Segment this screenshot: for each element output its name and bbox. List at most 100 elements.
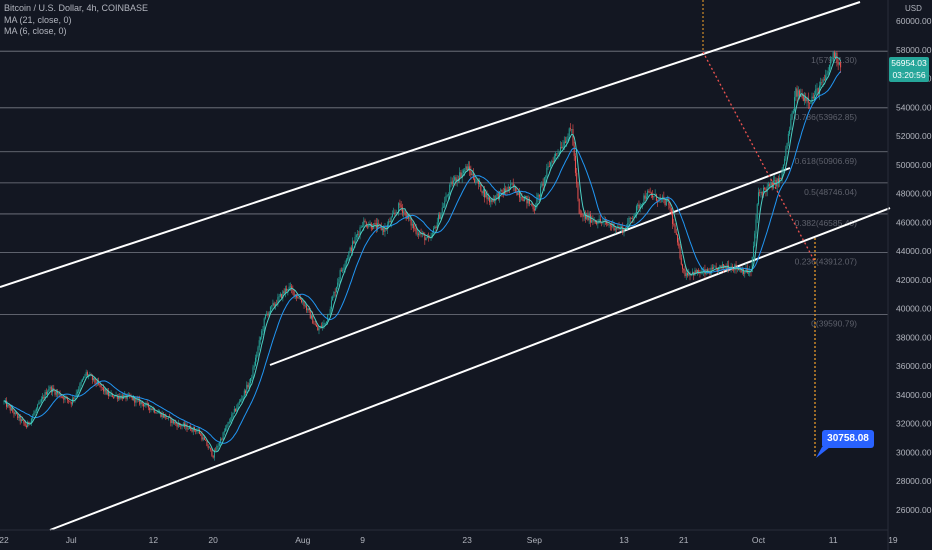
candle-body xyxy=(673,223,675,225)
candle-body xyxy=(279,293,281,297)
candle-body xyxy=(480,182,482,192)
candle-body xyxy=(748,272,750,274)
candle-body xyxy=(628,217,630,224)
candle-body xyxy=(352,241,354,252)
candle-body xyxy=(37,404,39,409)
candle-body xyxy=(653,196,655,198)
candle-body xyxy=(302,301,304,303)
candle-body xyxy=(291,286,293,290)
candle-body xyxy=(811,96,813,104)
candle-body xyxy=(74,396,76,399)
candle-body xyxy=(516,192,518,196)
candle-body xyxy=(558,151,560,153)
projection-red-path[interactable] xyxy=(702,51,816,263)
candle-body xyxy=(621,226,623,228)
candle-body xyxy=(358,233,360,235)
candle-body xyxy=(789,129,791,134)
candle-body xyxy=(543,177,545,186)
candle-body xyxy=(550,162,552,167)
candle-body xyxy=(444,201,446,207)
candle-body xyxy=(569,128,571,130)
candle-body xyxy=(76,391,78,394)
candle-body xyxy=(345,259,347,264)
channel-lower-line[interactable] xyxy=(49,207,891,531)
candle-body xyxy=(485,192,487,198)
target-price-badge[interactable]: 30758.08 xyxy=(822,430,874,448)
symbol-title[interactable]: Bitcoin / U.S. Dollar, 4h, COINBASE xyxy=(4,3,149,13)
price-tick-label: 44000.00 xyxy=(896,246,932,256)
candle-body xyxy=(195,430,197,432)
candle-body xyxy=(760,191,762,194)
ma21-line[interactable] xyxy=(3,71,841,444)
fib-label-3: 0.5(48746.04) xyxy=(804,187,857,197)
candle-body xyxy=(17,413,19,419)
candle-body xyxy=(591,220,593,223)
candle-body xyxy=(567,135,569,141)
trend-channel[interactable] xyxy=(0,1,891,531)
ma6-line[interactable] xyxy=(3,56,842,453)
candle-body xyxy=(787,133,789,144)
channel-upper-line[interactable] xyxy=(0,1,861,288)
candle-body xyxy=(536,197,538,208)
candle-body xyxy=(235,408,237,412)
candle-body xyxy=(678,242,680,247)
price-tick-label: 50000.00 xyxy=(896,160,932,170)
ma21-legend[interactable]: MA (21, close, 0) xyxy=(4,14,72,25)
candle-body xyxy=(393,212,395,214)
candle-body xyxy=(435,226,437,228)
candle-body xyxy=(547,166,549,169)
candle-body xyxy=(262,329,264,332)
candle-body xyxy=(695,270,697,274)
candle-body xyxy=(719,265,721,268)
channel-middle-line[interactable] xyxy=(269,167,791,366)
candle-body xyxy=(304,305,306,307)
candle-body xyxy=(223,431,225,433)
price-tick-label: 26000.00 xyxy=(896,505,932,515)
candle-body xyxy=(815,89,817,95)
candle-body xyxy=(420,232,422,235)
candle-body xyxy=(438,214,440,223)
candle-body xyxy=(647,191,649,197)
candle-body xyxy=(198,429,200,434)
candle-body xyxy=(232,412,234,415)
candle-body xyxy=(203,437,205,440)
candle-body xyxy=(560,146,562,152)
candle-body xyxy=(191,430,193,432)
candle-body xyxy=(482,189,484,194)
candle-body xyxy=(527,198,529,204)
candle-body xyxy=(533,209,535,211)
projection-lines[interactable] xyxy=(702,0,816,458)
candle-body xyxy=(272,303,274,306)
candle-body xyxy=(833,52,835,58)
candle-body xyxy=(823,79,825,80)
price-tick-label: 40000.00 xyxy=(896,304,932,314)
candle-body xyxy=(762,187,764,195)
candle-body xyxy=(479,182,481,185)
candle-body xyxy=(246,384,248,394)
candle-body xyxy=(462,170,464,173)
candle-body xyxy=(642,203,644,205)
candle-body xyxy=(820,81,822,86)
candle-body xyxy=(426,235,428,239)
candle-body xyxy=(23,420,25,424)
candle-body xyxy=(535,207,537,211)
candle-body xyxy=(644,195,646,199)
candle-body xyxy=(745,267,747,273)
candle-body xyxy=(401,207,403,213)
candle-body xyxy=(416,233,418,235)
candle-body xyxy=(609,224,611,226)
candle-body xyxy=(39,402,41,403)
candle-body xyxy=(40,398,42,403)
candle-body xyxy=(574,155,576,173)
candle-body xyxy=(57,391,59,394)
candle-body xyxy=(157,412,159,414)
candle-body xyxy=(307,308,309,311)
ma6-legend[interactable]: MA (6, close, 0) xyxy=(4,26,67,36)
candle-body xyxy=(245,390,247,394)
candle-body xyxy=(799,90,801,97)
candle-body xyxy=(652,195,654,198)
candle-body xyxy=(528,198,530,204)
candle-body xyxy=(593,221,595,222)
